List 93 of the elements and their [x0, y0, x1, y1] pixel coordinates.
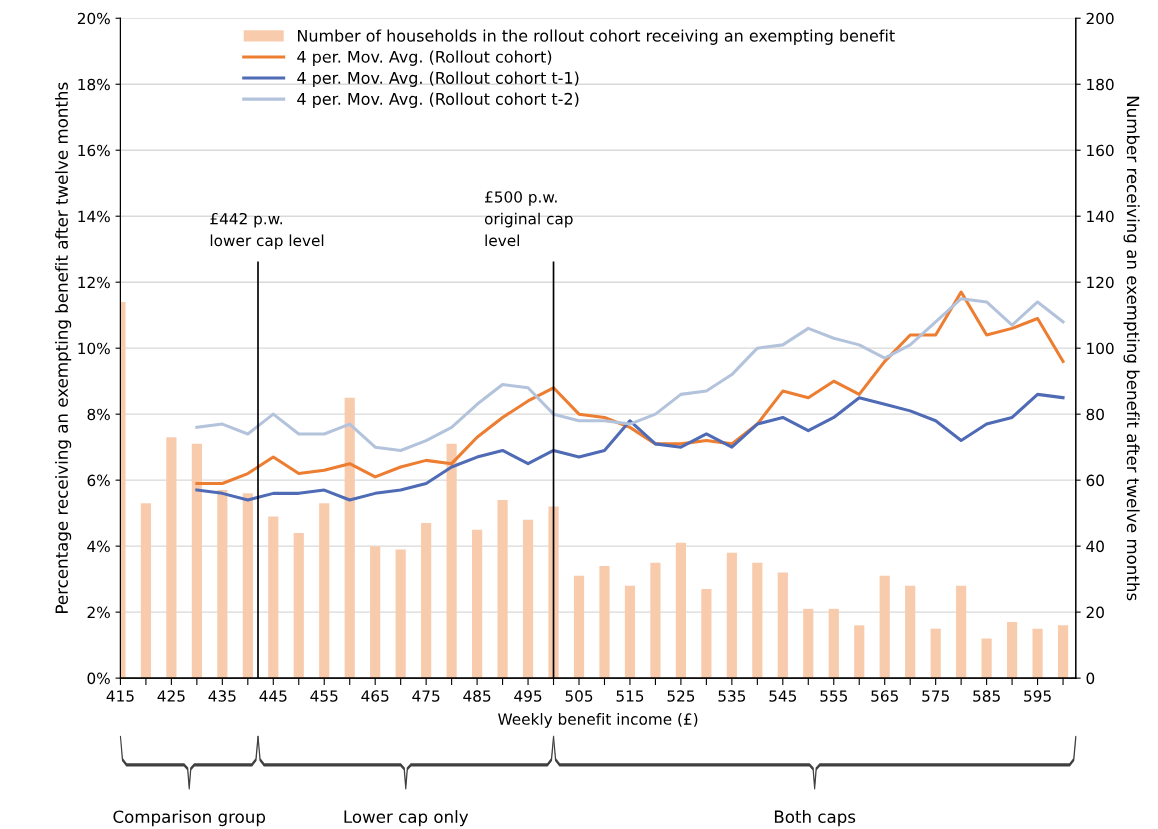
text: Comparison group: [113, 810, 266, 827]
bar: [344, 397, 355, 679]
bar: [1007, 622, 1018, 679]
bar: [803, 608, 814, 679]
ref-line-label: £500 p.w. original cap level: [484, 191, 573, 247]
bar: [1057, 625, 1069, 679]
y-tick-label: 6%: [87, 474, 110, 487]
bar: [166, 437, 177, 679]
line-series: [195, 297, 1065, 452]
y-tick-label: 12%: [78, 276, 110, 289]
legend-label: 4 per. Mov. Avg. (Rollout cohort t-1): [297, 71, 579, 87]
y2-tick-label: 180: [1087, 78, 1114, 91]
bar: [293, 532, 304, 679]
y2-tick-label: 20: [1086, 606, 1104, 619]
legend-label: 4 per. Mov. Avg. (Rollout cohort t-2): [297, 92, 579, 109]
y-tick-label: 16%: [78, 144, 110, 157]
bar: [242, 493, 253, 679]
bar: [701, 589, 712, 679]
bar: [624, 585, 636, 679]
bar: [650, 562, 661, 679]
y2-tick-label: 200: [1086, 12, 1114, 25]
bar: [726, 552, 737, 679]
bar: [446, 443, 457, 679]
y-axis-title: Percentage receiving an exempting benefit after twelve months: [55, 82, 72, 613]
bar: [956, 585, 967, 679]
text: Lower cap only: [344, 810, 469, 827]
legend-label: Number of households in the rollout cohort receiving an exempting benefit: [298, 29, 895, 45]
bar: [675, 542, 686, 679]
y-tick-label: 0%: [87, 672, 110, 685]
y-tick-label: 10%: [78, 342, 110, 355]
bar: [777, 572, 788, 679]
y2-tick-label: 100: [1087, 342, 1114, 355]
y-tick-label: 18%: [78, 78, 110, 91]
x-tick-label: 515: [616, 690, 644, 702]
bar: [140, 503, 151, 679]
text: Both caps: [774, 810, 856, 827]
bar: [522, 519, 534, 679]
y2-tick-label: 140: [1087, 210, 1114, 223]
x-tick-label: 445: [259, 690, 287, 702]
y2-tick-label: 160: [1087, 144, 1114, 157]
legend-label: 4 per. Mov. Avg. (Rollout cohort): [297, 50, 552, 66]
bar: [599, 565, 610, 679]
x-tick-label: 425: [157, 690, 185, 702]
y2-tick-label: 40: [1086, 540, 1104, 553]
bar: [930, 628, 941, 679]
y2-tick-label: 60: [1086, 474, 1104, 487]
bar: [370, 546, 381, 679]
y-tick-label: 14%: [78, 210, 110, 223]
bar: [879, 575, 890, 679]
x-tick-label: 575: [922, 690, 949, 702]
x-tick-label: 525: [667, 690, 695, 702]
bar: [573, 575, 585, 679]
bar: [828, 608, 839, 679]
bar: [472, 529, 483, 679]
bar: [421, 523, 432, 679]
bar: [191, 443, 202, 679]
x-tick-label: 455: [310, 690, 338, 702]
x-tick-label: 495: [514, 690, 542, 702]
bar: [981, 638, 992, 679]
bar: [854, 625, 865, 679]
y2-tick-label: 80: [1086, 408, 1104, 421]
x-tick-label: 415: [106, 690, 134, 702]
x-tick-label: 535: [718, 690, 746, 702]
y2-tick-label: 120: [1087, 276, 1114, 289]
bar: [217, 490, 228, 679]
x-tick-label: 505: [565, 690, 593, 702]
y-tick-label: 4%: [87, 540, 110, 553]
y-tick-label: 8%: [87, 408, 110, 421]
x-axis-title: Weekly benefit income (£): [498, 713, 698, 728]
bar: [548, 506, 559, 679]
y2-axis-title: Number receiving an exempting benefit after twelve months: [1123, 96, 1140, 601]
x-tick-label: 485: [463, 690, 491, 702]
bar: [319, 503, 330, 679]
bar: [905, 585, 916, 679]
ref-line-label: £442 p.w. lower cap level: [210, 212, 324, 250]
y-tick-label: 2%: [87, 606, 110, 619]
x-tick-label: 585: [973, 690, 1000, 702]
line-series: [195, 290, 1065, 485]
bar: [752, 562, 763, 679]
x-tick-label: 545: [769, 690, 797, 702]
x-tick-label: 565: [871, 690, 898, 702]
bar: [497, 499, 508, 679]
x-tick-label: 595: [1024, 690, 1051, 702]
x-tick-label: 555: [820, 690, 848, 702]
y2-tick-label: 0: [1086, 672, 1095, 685]
y-tick-label: 20%: [77, 12, 110, 25]
x-tick-label: 465: [361, 690, 389, 702]
bar: [268, 516, 279, 679]
x-tick-label: 435: [208, 690, 236, 702]
line-series: [195, 392, 1065, 502]
x-tick-label: 475: [412, 690, 440, 702]
bar: [1032, 628, 1043, 679]
bar: [395, 549, 406, 679]
